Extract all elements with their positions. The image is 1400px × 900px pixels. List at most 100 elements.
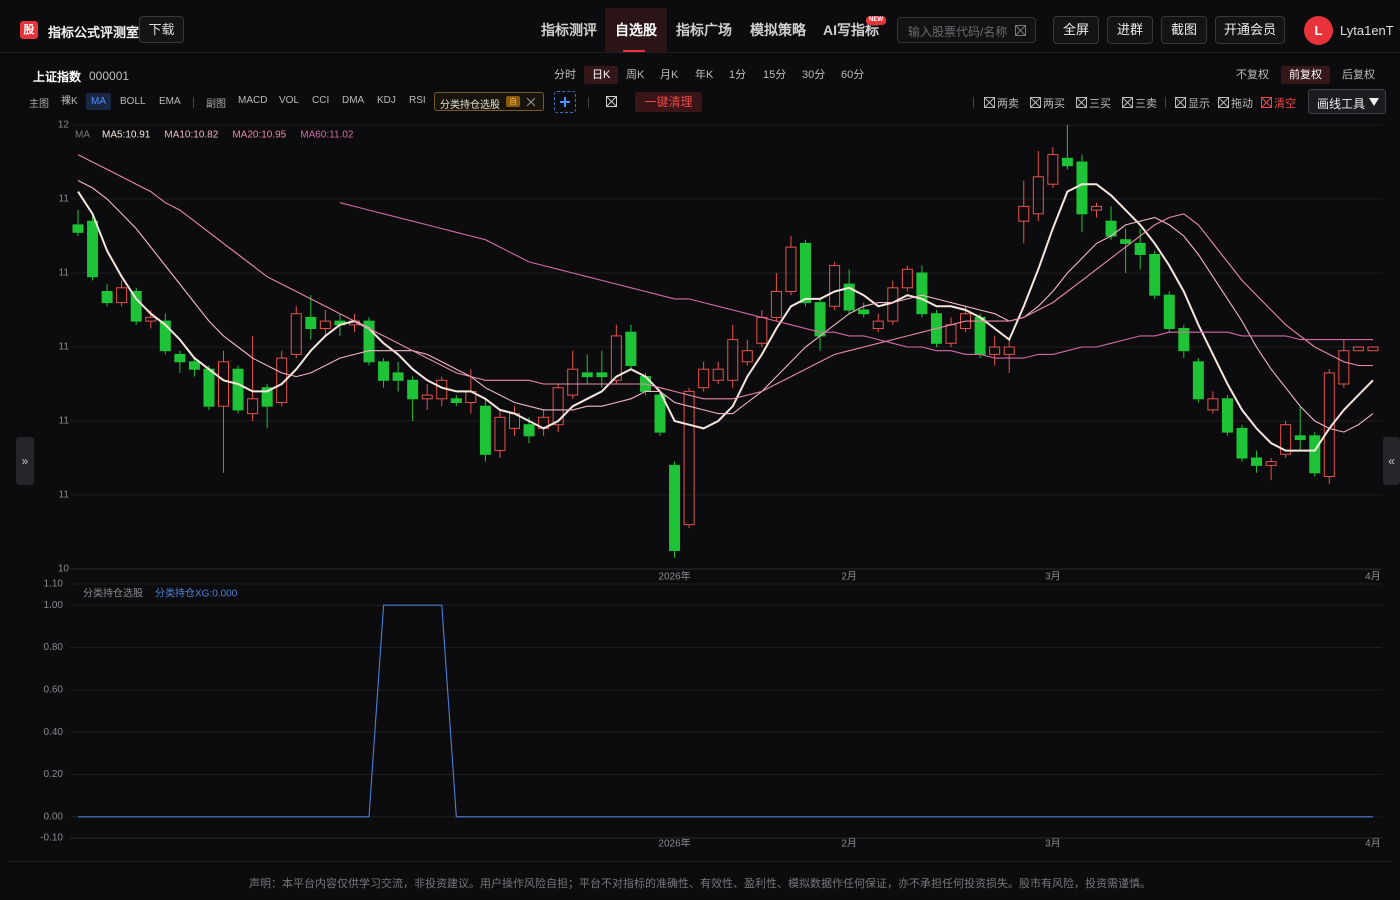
adjust-tab[interactable]: 前复权 (1281, 66, 1330, 84)
main-indicator[interactable]: MA (86, 93, 111, 110)
x-tick-label: 2026年 (658, 570, 690, 583)
candle-body (1221, 398, 1233, 433)
side-toggle-right[interactable]: « (1383, 437, 1400, 485)
checkbox-icon-part (1122, 97, 1133, 108)
toggle-label[interactable]: 拖动 (1231, 98, 1253, 110)
y-tick-label: 10 (58, 564, 70, 575)
candle-body (829, 265, 841, 307)
candle-body (974, 316, 986, 355)
series-line (78, 604, 1373, 818)
formula-badge: 自 (506, 96, 520, 107)
candle-body (1120, 239, 1132, 244)
main-indicator[interactable]: BOLL (120, 96, 146, 107)
candle-body (785, 246, 797, 293)
candle-body (130, 291, 142, 322)
toggle-label[interactable]: 清空 (1274, 98, 1296, 110)
dropdown-arrow-part (1369, 98, 1379, 106)
toggle-label[interactable]: 三买 (1089, 98, 1111, 110)
candle-body (1323, 372, 1335, 477)
candle-body (901, 268, 913, 289)
draw-tools-button[interactable]: 画线工具 (1308, 89, 1386, 114)
checkbox-icon-part (1261, 97, 1272, 108)
sub-indicator[interactable]: CCI (312, 95, 330, 106)
header-button[interactable]: 进群 (1107, 16, 1153, 44)
checkbox-icon-part (1175, 97, 1186, 108)
avatar[interactable]: L (1304, 16, 1333, 45)
period-tab[interactable]: 分时 (554, 69, 576, 81)
header-button[interactable]: 截图 (1161, 16, 1207, 44)
candle-body (858, 309, 870, 315)
adjust-tab[interactable]: 后复权 (1342, 69, 1375, 81)
sub-indicator[interactable]: KDJ (377, 95, 396, 106)
checkbox-icon-part (1218, 97, 1229, 108)
period-tab[interactable]: 1分 (729, 69, 747, 81)
toggle-label[interactable]: 显示 (1188, 98, 1210, 110)
nav-item[interactable]: 指标广场 (676, 22, 732, 38)
checkbox-icon (1030, 97, 1041, 108)
checkbox-icon-part (1261, 97, 1272, 108)
period-tab[interactable]: 15分 (763, 69, 787, 81)
nav-item[interactable]: AI写指标 (823, 22, 879, 38)
candle-body (1309, 435, 1321, 474)
separator (193, 97, 194, 108)
candle-body (494, 416, 506, 452)
period-tab[interactable]: 30分 (802, 69, 826, 81)
candle-body (989, 346, 1001, 355)
main-indicator[interactable]: EMA (159, 96, 181, 107)
period-tab[interactable]: 日K (584, 66, 619, 84)
y-tick-label: 0.60 (44, 684, 64, 695)
period-tab[interactable]: 周K (626, 69, 645, 81)
checkbox-icon-part (1218, 97, 1229, 108)
clear-button[interactable]: 一键清理 (635, 92, 702, 112)
x-tick-label: 2月 (841, 838, 857, 850)
toggle-label[interactable]: 两卖 (997, 98, 1019, 110)
header-button[interactable]: 开通会员 (1215, 16, 1285, 44)
pane: 2026年 2月 3月 4月 (658, 570, 1380, 583)
y-tick-label: 11 (59, 194, 70, 205)
checkbox-icon (1175, 97, 1186, 108)
sub-indicator[interactable]: DMA (342, 95, 365, 106)
legend-label: 分类持仓选股 (83, 587, 143, 600)
checkbox-icon-part (1076, 97, 1087, 108)
x-tick-label: 4月 (1365, 838, 1381, 850)
nav-item[interactable]: 自选股 (605, 8, 667, 52)
candle-body (916, 272, 928, 315)
search-box[interactable]: 输入股票代码/名称 (897, 17, 1036, 43)
candle-body (261, 387, 273, 407)
period-tab[interactable]: 月K (660, 69, 679, 81)
download-button[interactable]: 下载 (139, 16, 184, 43)
candle-body (1294, 435, 1306, 440)
sub-indicator[interactable]: RSI (409, 95, 426, 106)
add-indicator-button[interactable] (554, 91, 576, 113)
formula-tag[interactable]: 分类持仓选股自 (434, 92, 544, 111)
dropdown-arrow (1369, 98, 1379, 106)
y-tick-label: 11 (59, 342, 70, 353)
candle-body (1367, 346, 1379, 352)
toggle-label[interactable]: 三卖 (1135, 98, 1157, 110)
username[interactable]: Lyta1enT (1340, 23, 1394, 38)
checkbox-icon-part (1015, 25, 1026, 36)
period-tab[interactable]: 年K (695, 69, 714, 81)
candle-body (101, 291, 113, 304)
adjust-tab[interactable]: 不复权 (1236, 69, 1269, 81)
header-button[interactable]: 全屏 (1053, 16, 1099, 44)
candle-body (523, 424, 535, 437)
sub-indicator[interactable]: VOL (279, 95, 300, 106)
nav-item[interactable]: 指标测评 (541, 22, 597, 38)
candle-body (363, 320, 375, 363)
checkbox-icon-part (1030, 97, 1041, 108)
sub-indicator[interactable]: MACD (238, 95, 268, 106)
series-line (77, 154, 1373, 400)
candle-body (712, 368, 724, 381)
candle-body (421, 394, 433, 400)
main-indicator[interactable]: 裸K (61, 96, 78, 107)
x-tick-label: 3月 (1045, 838, 1061, 850)
period-tab[interactable]: 60分 (841, 69, 865, 81)
nav-item[interactable]: 模拟策略 (750, 22, 806, 38)
x-tick-label: 2月 (841, 571, 857, 583)
checkbox-icon (606, 96, 617, 107)
toggle-label[interactable]: 两买 (1043, 98, 1065, 110)
side-toggle-left[interactable]: » (16, 437, 34, 485)
